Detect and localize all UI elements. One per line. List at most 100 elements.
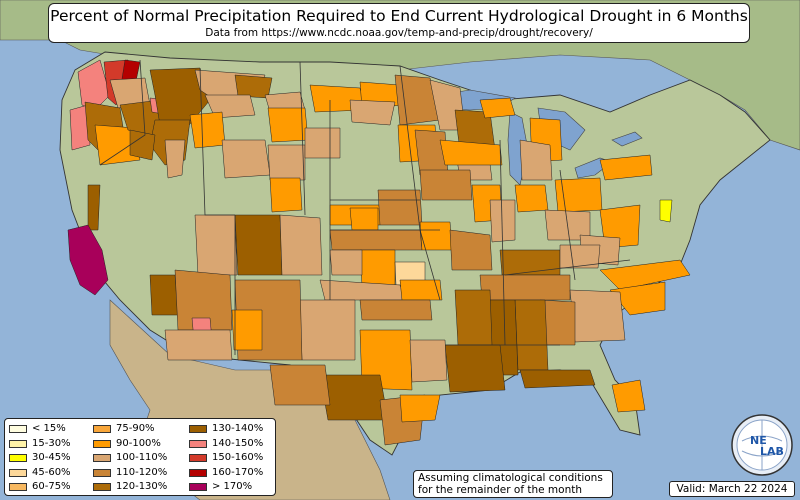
legend-item: 130-140%	[189, 423, 263, 435]
legend-swatch	[9, 439, 27, 448]
region-ca-central	[67, 224, 109, 296]
region-az-1	[149, 274, 179, 316]
region-ga	[569, 289, 626, 343]
region-md	[659, 199, 673, 223]
region-mt-1	[234, 74, 273, 99]
region-tx-7	[409, 339, 448, 383]
region-or-5	[129, 129, 156, 161]
title-box: Percent of Normal Precipitation Required…	[48, 3, 750, 43]
legend-item: < 15%	[9, 423, 66, 435]
region-fl	[611, 379, 646, 413]
region-ia-2	[419, 169, 473, 201]
legend-label: > 170%	[212, 481, 253, 492]
legend-swatch	[93, 483, 111, 491]
region-co-2	[279, 214, 323, 276]
region-sd-1	[304, 127, 341, 159]
legend-swatch	[189, 483, 207, 491]
svg-text:LAB: LAB	[760, 445, 784, 458]
legend-label: 130-140%	[212, 423, 264, 434]
drought-regions	[67, 59, 691, 446]
legend: < 15% 15-30% 30-45% 45-60% 60-75% 75-90% 90-10…	[4, 418, 276, 496]
region-ks-1	[329, 229, 423, 251]
region-mi-up	[479, 97, 516, 119]
map-subtitle: Data from https://www.ncdc.noaa.gov/temp…	[205, 27, 593, 39]
region-ok-3	[359, 299, 433, 321]
region-ar	[454, 289, 493, 346]
region-al	[514, 299, 549, 371]
region-co-1	[234, 214, 283, 276]
legend-item: 45-60%	[9, 467, 71, 479]
region-fl-pan	[519, 369, 596, 389]
legend-item: 60-75%	[9, 481, 71, 493]
legend-label: 60-75%	[32, 481, 71, 492]
legend-label: 75-90%	[116, 423, 155, 434]
legend-label: 160-170%	[212, 466, 264, 478]
legend-swatch	[189, 454, 207, 462]
legend-label: 140-150%	[212, 437, 264, 449]
legend-label: 15-30%	[32, 437, 71, 449]
legend-swatch	[189, 468, 207, 477]
region-pa	[599, 154, 653, 181]
region-or-west	[69, 104, 91, 151]
region-ok-2	[399, 279, 443, 301]
region-nv-1	[87, 184, 101, 231]
legend-item: 15-30%	[9, 438, 71, 450]
legend-label: 30-45%	[32, 452, 71, 463]
note-line-2: for the remainder of the month	[418, 484, 583, 496]
legend-item: > 170%	[189, 481, 252, 493]
note-line-1: Assuming climatological conditions	[418, 472, 603, 484]
legend-swatch	[9, 454, 27, 462]
region-mt-3	[189, 111, 226, 149]
region-sc	[609, 281, 666, 316]
map-title: Percent of Normal Precipitation Required…	[50, 7, 748, 25]
legend-label: 110-120%	[116, 466, 168, 478]
valid-date: Valid: March 22 2024	[669, 481, 795, 497]
region-la	[444, 344, 506, 393]
legend-item: 140-150%	[189, 438, 263, 450]
region-nd-3	[349, 99, 396, 126]
legend-label: 90-100%	[116, 437, 161, 449]
region-id-3	[164, 139, 186, 179]
region-tx-2	[319, 374, 389, 421]
region-mo-2	[449, 229, 493, 271]
legend-item: 30-45%	[9, 452, 71, 464]
note-box: Assuming climatological conditions for t…	[413, 470, 613, 498]
region-mi-2	[519, 139, 553, 181]
legend-swatch	[9, 425, 27, 433]
legend-label: 100-110%	[116, 452, 168, 463]
legend-swatch	[9, 468, 27, 477]
legend-item: 100-110%	[93, 452, 167, 464]
region-az-4	[164, 329, 233, 361]
region-ky	[499, 249, 561, 276]
nexlab-logo-icon: NE LAB	[731, 414, 793, 476]
legend-swatch	[189, 439, 207, 448]
legend-swatch	[93, 468, 111, 477]
legend-item: 160-170%	[189, 467, 263, 479]
region-nm-2	[231, 309, 263, 351]
region-tn	[479, 274, 571, 301]
legend-label: 120-130%	[116, 481, 168, 492]
region-wy-3	[269, 177, 303, 213]
region-tx-3	[269, 364, 331, 406]
region-ks-4	[329, 249, 363, 276]
region-ne-3	[349, 207, 379, 231]
region-wa-coast	[77, 59, 111, 111]
legend-item: 150-160%	[189, 452, 263, 464]
legend-swatch	[9, 483, 27, 491]
region-ia-1	[439, 139, 503, 166]
legend-item: 90-100%	[93, 438, 161, 450]
legend-label: 45-60%	[32, 466, 71, 478]
region-ky-2	[559, 244, 601, 269]
region-az-2	[174, 269, 233, 331]
region-or-2	[94, 124, 141, 166]
legend-swatch	[93, 425, 111, 433]
legend-item: 120-130%	[93, 481, 167, 493]
region-in-1	[514, 184, 549, 213]
legend-item: 75-90%	[93, 423, 155, 435]
legend-item: 110-120%	[93, 467, 167, 479]
legend-swatch	[93, 454, 111, 462]
region-nc-1	[599, 259, 691, 291]
region-tx-4	[299, 299, 356, 361]
state-lines	[99, 59, 631, 355]
svg-text:NE: NE	[750, 434, 767, 447]
